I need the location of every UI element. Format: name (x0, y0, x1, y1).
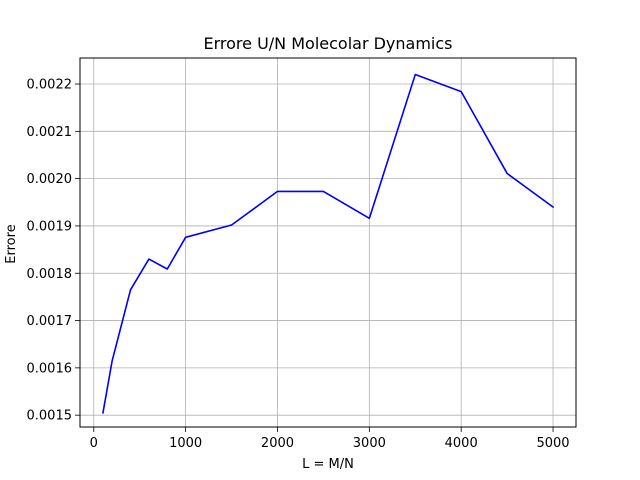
x-axis: 0 1000 2000 3000 4000 5000 (90, 427, 570, 451)
x-tick-label: 5000 (536, 436, 569, 451)
x-tick-label: 1000 (169, 436, 202, 451)
y-tick-label: 0.0019 (27, 219, 73, 234)
y-tick-label: 0.0018 (27, 267, 73, 282)
x-tick-label: 4000 (445, 436, 478, 451)
series-line (102, 73, 555, 414)
grid (80, 58, 576, 427)
chart-title: Errore U/N Molecolar Dynamics (203, 34, 452, 53)
plot-frame (79, 57, 577, 428)
x-tick-label: 0 (90, 436, 98, 451)
y-tick-label: 0.0017 (27, 314, 73, 329)
y-axis: 0.0015 0.0016 0.0017 0.0018 0.0019 0.0020 0.00… (27, 78, 80, 424)
x-tick-label: 2000 (261, 436, 294, 451)
y-tick-label: 0.0022 (27, 78, 73, 93)
y-tick-label: 0.0016 (27, 361, 73, 376)
series-layer (102, 73, 555, 414)
y-tick-label: 0.0015 (27, 409, 73, 424)
y-tick-label: 0.0021 (27, 125, 73, 140)
x-axis-title: L = M/N (302, 457, 354, 472)
y-tick-label: 0.0020 (27, 172, 73, 187)
y-axis-title: Errore (4, 224, 19, 263)
x-tick-label: 3000 (353, 436, 386, 451)
